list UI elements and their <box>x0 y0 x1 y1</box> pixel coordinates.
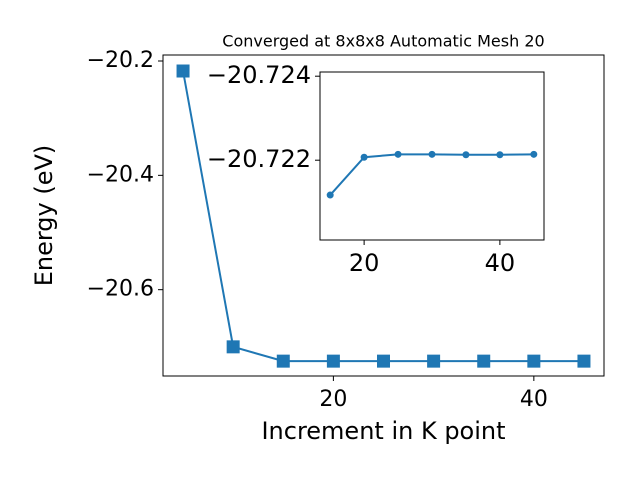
marker <box>527 354 541 368</box>
x-tick-label: 40 <box>485 249 516 277</box>
x-tick-label: 40 <box>520 387 548 412</box>
marker <box>326 354 340 368</box>
y-tick-label: −20.4 <box>87 162 154 187</box>
axes-frame <box>319 71 545 241</box>
marker <box>428 150 436 158</box>
marker <box>394 150 402 158</box>
y-axis-label: Energy (eV) <box>30 145 58 287</box>
chart-title: Converged at 8x8x8 Automatic Mesh 20 <box>222 32 544 51</box>
marker <box>427 354 441 368</box>
marker <box>226 340 240 354</box>
marker <box>176 64 190 78</box>
marker <box>496 151 504 159</box>
x-tick-label: 20 <box>349 249 380 277</box>
y-tick-label: −20.724 <box>207 61 311 89</box>
marker <box>326 191 334 199</box>
y-tick-label: −20.2 <box>87 48 154 73</box>
marker <box>577 354 591 368</box>
marker <box>477 354 491 368</box>
axes-frame <box>162 54 605 377</box>
marker <box>377 354 390 368</box>
y-tick-label: −20.722 <box>207 145 311 173</box>
y-tick-label: −20.6 <box>87 277 154 302</box>
marker <box>462 151 470 159</box>
marker <box>360 153 368 161</box>
x-axis-label: Increment in K point <box>261 417 505 445</box>
marker <box>276 354 290 368</box>
marker <box>530 150 538 158</box>
x-tick-label: 20 <box>319 387 347 412</box>
